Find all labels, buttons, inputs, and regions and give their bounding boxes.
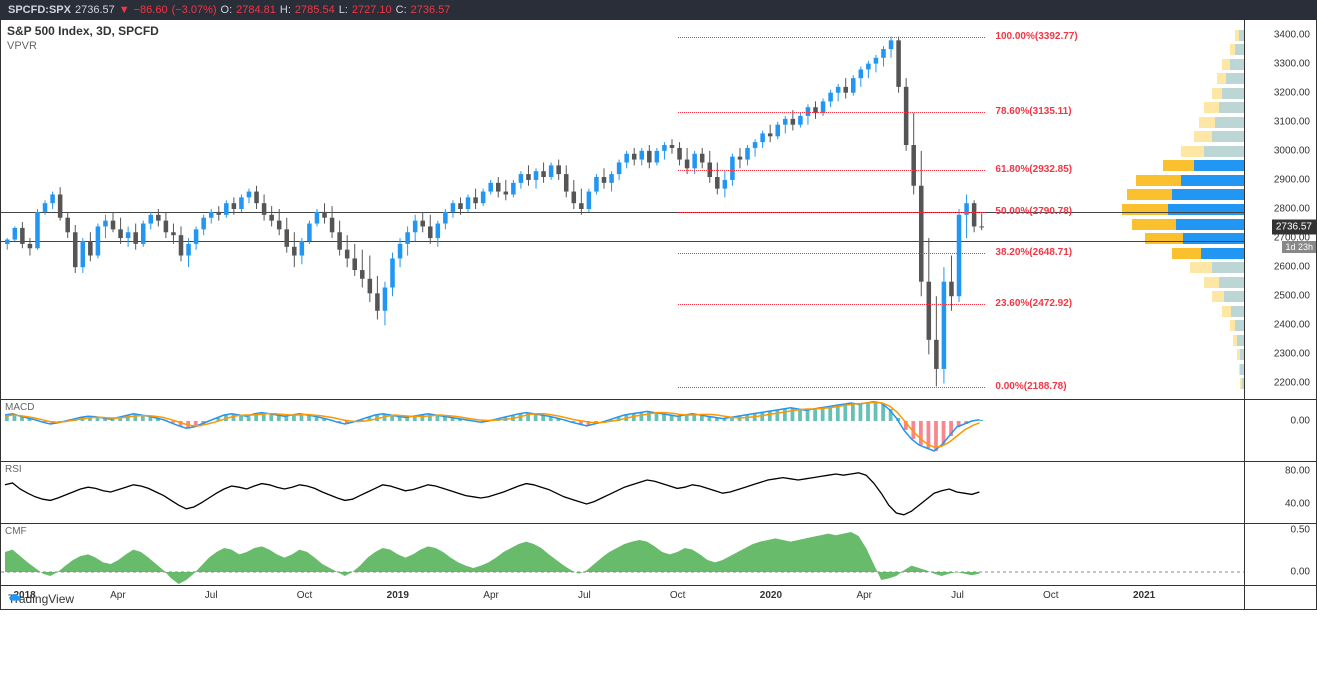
rsi-axis[interactable]: 80.0040.00 xyxy=(1244,462,1316,523)
c-val: 2736.57 xyxy=(411,4,451,16)
y-tick: 2400.00 xyxy=(1274,320,1310,331)
macd-panel[interactable]: MACD 0.00 xyxy=(0,400,1317,462)
y-tick: 2500.00 xyxy=(1274,291,1310,302)
down-arrow-icon: ▼ xyxy=(119,4,130,16)
y-tick: 3000.00 xyxy=(1274,145,1310,156)
x-tick: 2020 xyxy=(760,590,782,601)
x-tick: Jul xyxy=(205,590,218,601)
fib-line[interactable] xyxy=(678,253,985,254)
fib-label: 100.00%(3392.77) xyxy=(995,31,1077,42)
x-tick: Apr xyxy=(856,590,872,601)
y-tick: 3400.00 xyxy=(1274,29,1310,40)
y-tick: 2300.00 xyxy=(1274,349,1310,360)
x-tick: Oct xyxy=(297,590,313,601)
x-tick: Oct xyxy=(670,590,686,601)
x-tick: Apr xyxy=(483,590,499,601)
quote-header: SPCFD:SPX 2736.57 ▼ −86.60 (−3.07%) O:27… xyxy=(0,0,1317,20)
fib-line[interactable] xyxy=(678,37,985,38)
fib-label: 61.80%(2932.85) xyxy=(995,164,1072,175)
l-val: 2727.10 xyxy=(352,4,392,16)
y-tick: 2200.00 xyxy=(1274,378,1310,389)
y-tick: 2800.00 xyxy=(1274,204,1310,215)
chart-title: S&P 500 Index, 3D, SPCFD VPVR xyxy=(7,24,159,52)
h-label: H: xyxy=(280,4,291,16)
cmf-panel[interactable]: CMF 0.500.00 xyxy=(0,524,1317,586)
x-tick: 2019 xyxy=(387,590,409,601)
x-tick: Apr xyxy=(110,590,126,601)
fib-line[interactable] xyxy=(678,170,985,171)
x-tick: Oct xyxy=(1043,590,1059,601)
y-tick: 3200.00 xyxy=(1274,87,1310,98)
x-tick: Jul xyxy=(578,590,591,601)
fib-label: 38.20%(2648.71) xyxy=(995,247,1072,258)
price-axis[interactable]: 2200.002300.002400.002500.002600.002700.… xyxy=(1244,20,1316,399)
fib-label: 23.60%(2472.92) xyxy=(995,298,1072,309)
l-label: L: xyxy=(339,4,348,16)
h-val: 2785.54 xyxy=(295,4,335,16)
fib-line[interactable] xyxy=(678,212,985,213)
indicator-vpvr: VPVR xyxy=(7,40,37,52)
fib-label: 78.60%(3135.11) xyxy=(995,106,1071,117)
x-tick: Jul xyxy=(951,590,964,601)
price-chart[interactable]: S&P 500 Index, 3D, SPCFD VPVR 100.00%(33… xyxy=(0,20,1317,400)
c-label: C: xyxy=(396,4,407,16)
change-pct: (−3.07%) xyxy=(172,4,217,16)
countdown-tag: 1d 23h xyxy=(1282,241,1316,253)
cmf-axis[interactable]: 0.500.00 xyxy=(1244,524,1316,585)
y-tick: 2900.00 xyxy=(1274,174,1310,185)
fib-label: 0.00%(2188.78) xyxy=(995,381,1066,392)
last-price: 2736.57 xyxy=(75,4,115,16)
symbol: SPCFD:SPX xyxy=(8,4,71,16)
y-tick: 3300.00 xyxy=(1274,58,1310,69)
cmf-label: CMF xyxy=(5,526,27,537)
y-tick: 2600.00 xyxy=(1274,262,1310,273)
tradingview-logo: TradingView xyxy=(8,592,74,606)
o-label: O: xyxy=(221,4,233,16)
fib-label: 50.00%(2790.78) xyxy=(995,206,1072,217)
macd-axis[interactable]: 0.00 xyxy=(1244,400,1316,461)
fib-line[interactable] xyxy=(678,112,985,113)
x-tick: 2021 xyxy=(1133,590,1155,601)
o-val: 2784.81 xyxy=(236,4,276,16)
change: −86.60 xyxy=(134,4,168,16)
time-axis[interactable]: 2018AprJulOct2019AprJulOct2020AprJulOct2… xyxy=(0,586,1317,610)
rsi-label: RSI xyxy=(5,464,22,475)
cloud-icon xyxy=(8,592,24,604)
rsi-panel[interactable]: RSI 80.0040.00 xyxy=(0,462,1317,524)
fib-line[interactable] xyxy=(678,387,985,388)
last-price-tag: 2736.57 xyxy=(1272,220,1316,235)
y-tick: 3100.00 xyxy=(1274,116,1310,127)
fib-line[interactable] xyxy=(678,304,985,305)
macd-label: MACD xyxy=(5,402,34,413)
